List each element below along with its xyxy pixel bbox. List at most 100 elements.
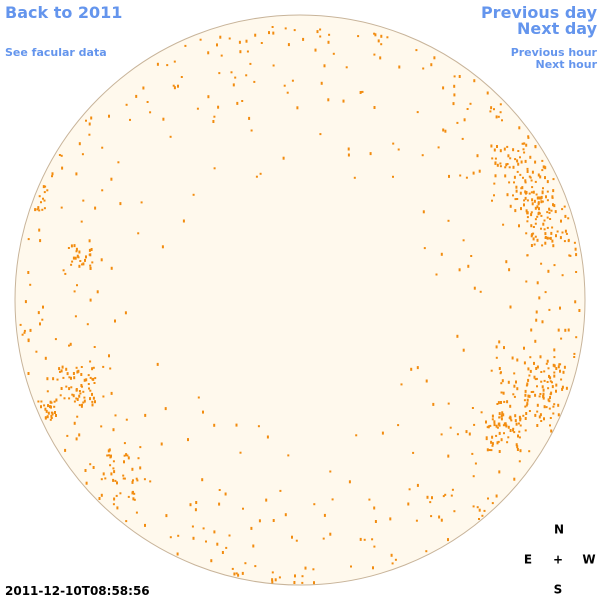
facula: [323, 64, 326, 68]
facula: [538, 296, 541, 300]
facula: [549, 396, 551, 400]
facula: [46, 189, 49, 192]
facula: [465, 176, 468, 179]
facula: [415, 49, 418, 52]
facula: [213, 115, 216, 118]
facula: [202, 410, 204, 414]
facula: [461, 137, 464, 140]
facula: [199, 38, 202, 41]
facula: [27, 339, 30, 343]
facula: [70, 244, 73, 248]
facula: [114, 414, 117, 417]
back-link[interactable]: Back to 2011: [5, 3, 122, 22]
facula: [65, 385, 68, 388]
next-day-link[interactable]: Next day: [517, 19, 598, 38]
facula: [442, 86, 445, 90]
facula: [66, 372, 69, 376]
facula: [144, 523, 146, 527]
facula: [123, 454, 126, 457]
facula: [195, 501, 198, 504]
facula: [59, 370, 61, 373]
facula: [567, 238, 570, 241]
previous-hour-link[interactable]: Previous hour: [511, 46, 598, 59]
facula: [536, 424, 539, 427]
facula: [509, 204, 512, 208]
facula: [272, 64, 275, 67]
facula: [539, 355, 542, 359]
facula: [543, 405, 546, 409]
facula: [494, 161, 497, 164]
facula: [536, 238, 539, 242]
facula: [509, 157, 512, 160]
facula: [535, 310, 538, 314]
facula: [543, 219, 546, 222]
facula: [575, 271, 578, 273]
facula: [471, 407, 474, 409]
facula: [83, 378, 86, 382]
facula: [322, 537, 325, 540]
facula: [258, 519, 261, 523]
facula: [535, 367, 538, 370]
facula: [471, 452, 474, 455]
facula: [78, 142, 81, 146]
facula: [528, 175, 531, 178]
facula: [483, 509, 486, 512]
facula: [216, 43, 218, 47]
compass-east: E: [524, 553, 532, 567]
facula: [517, 150, 520, 152]
facula: [260, 42, 263, 44]
facula: [46, 377, 49, 381]
facula: [52, 377, 55, 381]
facula: [391, 562, 394, 565]
facula: [537, 202, 540, 206]
facula: [61, 365, 64, 369]
facula: [313, 581, 315, 585]
facula: [47, 404, 49, 408]
facula: [213, 167, 216, 170]
facula: [291, 535, 293, 539]
facula: [489, 424, 492, 427]
facula: [347, 153, 350, 157]
facula: [512, 429, 514, 432]
facula: [19, 323, 22, 326]
facula: [319, 133, 322, 136]
facula: [496, 441, 499, 445]
facula: [294, 574, 296, 578]
facula: [347, 147, 350, 151]
facula: [266, 435, 269, 439]
facula: [259, 172, 262, 175]
facula: [76, 398, 79, 401]
facula: [569, 254, 572, 257]
facula: [265, 498, 268, 502]
facula: [374, 520, 377, 523]
facula: [386, 36, 389, 39]
facula: [51, 175, 53, 178]
facula: [123, 477, 126, 480]
facula: [75, 437, 78, 441]
facula: [328, 33, 331, 36]
facula: [546, 216, 549, 219]
facula: [271, 26, 274, 28]
next-hour-link[interactable]: Next hour: [536, 58, 598, 71]
facula: [245, 74, 248, 77]
facula: [486, 91, 489, 95]
previous-day-link[interactable]: Previous day: [481, 3, 598, 22]
facula: [327, 40, 330, 44]
facular-link[interactable]: See facular data: [5, 46, 107, 59]
facula: [416, 483, 419, 487]
facula: [112, 478, 115, 482]
facula: [491, 199, 493, 202]
facula: [177, 84, 179, 88]
facula: [547, 367, 550, 370]
facula: [88, 122, 91, 126]
facula: [37, 400, 40, 403]
facula: [291, 79, 294, 82]
facula: [125, 453, 128, 457]
facula: [502, 391, 505, 395]
facula: [129, 118, 131, 121]
facula: [539, 413, 542, 417]
facula: [546, 226, 549, 229]
facula: [527, 394, 530, 398]
facula: [552, 189, 555, 193]
facula: [400, 383, 403, 386]
